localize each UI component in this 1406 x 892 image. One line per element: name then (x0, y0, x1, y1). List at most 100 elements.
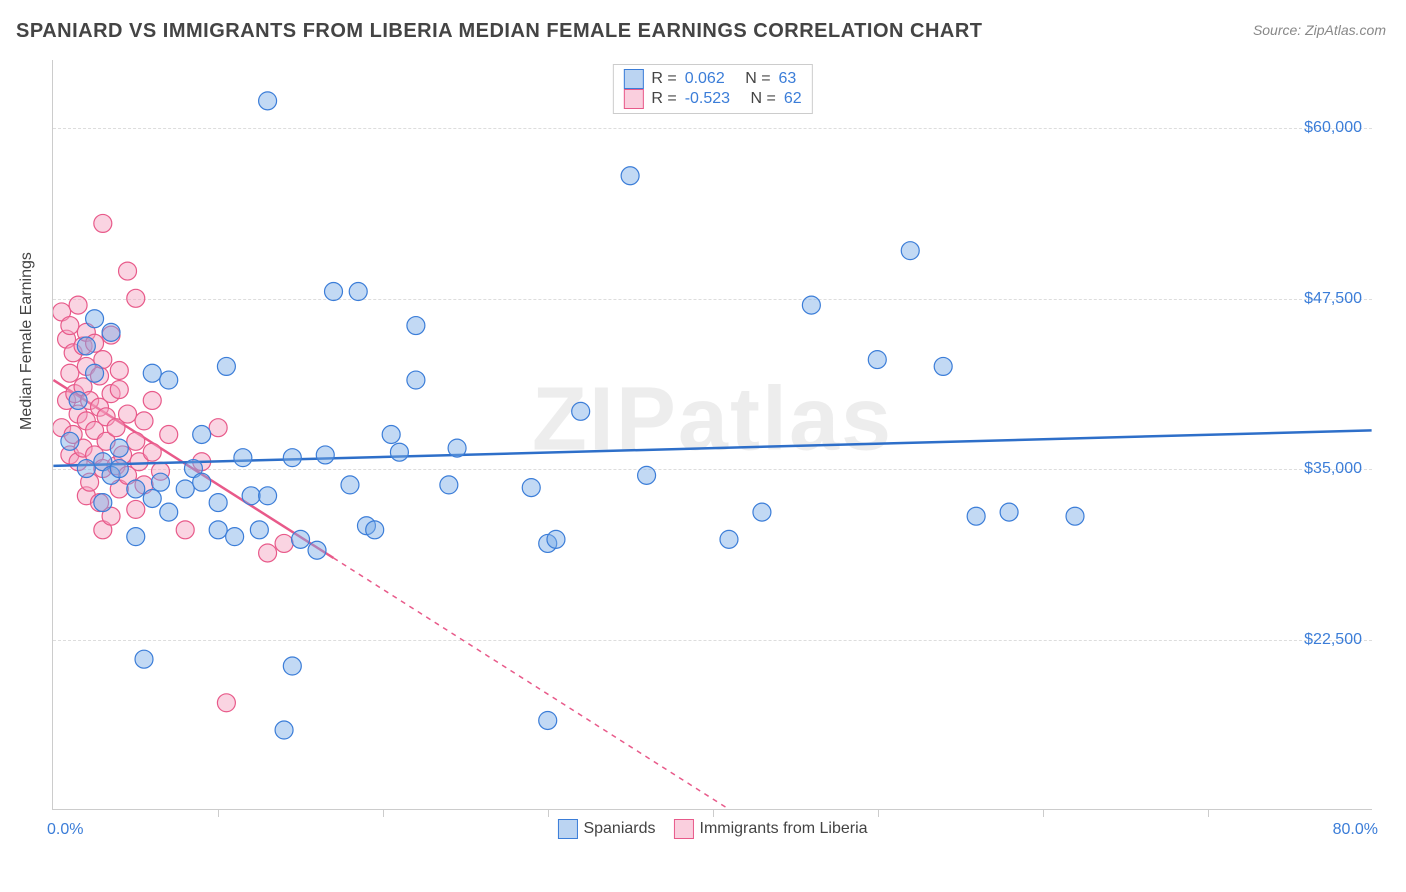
legend-row-series-1: R = -0.523 N = 62 (623, 89, 801, 109)
data-point (217, 357, 235, 375)
data-point (440, 476, 458, 494)
data-point (69, 391, 87, 409)
n-value-1: 62 (784, 90, 802, 108)
legend-swatch-pink (674, 819, 694, 839)
data-point (1000, 503, 1018, 521)
data-point (209, 419, 227, 437)
r-value-1: -0.523 (685, 90, 730, 108)
data-point (209, 494, 227, 512)
data-point (127, 528, 145, 546)
n-label: N = (745, 70, 770, 88)
data-point (720, 530, 738, 548)
x-tick (1043, 809, 1044, 817)
legend-swatch-blue (557, 819, 577, 839)
data-point (539, 711, 557, 729)
data-point (209, 521, 227, 539)
data-point (448, 439, 466, 457)
data-point (135, 650, 153, 668)
legend-row-series-0: R = 0.062 N = 63 (623, 69, 801, 89)
data-point (127, 480, 145, 498)
legend-label-0: Spaniards (583, 820, 655, 838)
legend-item-spaniards: Spaniards (557, 819, 655, 839)
data-point (522, 479, 540, 497)
r-value-0: 0.062 (685, 70, 725, 88)
data-point (547, 530, 565, 548)
data-point (77, 460, 95, 478)
data-point (967, 507, 985, 525)
data-point (193, 426, 211, 444)
correlation-legend: R = 0.062 N = 63 R = -0.523 N = 62 (612, 64, 812, 114)
data-point (226, 528, 244, 546)
x-tick (383, 809, 384, 817)
data-point (110, 362, 128, 380)
data-point (86, 310, 104, 328)
data-point (572, 402, 590, 420)
data-point (638, 466, 656, 484)
data-point (234, 449, 252, 467)
data-point (151, 473, 169, 491)
r-label: R = (651, 70, 676, 88)
x-axis-min-label: 0.0% (47, 821, 83, 839)
data-point (390, 443, 408, 461)
data-point (283, 449, 301, 467)
data-point (143, 443, 161, 461)
data-point (325, 283, 343, 301)
data-point (110, 460, 128, 478)
data-point (61, 317, 79, 335)
data-point (94, 494, 112, 512)
source-attribution: Source: ZipAtlas.com (1253, 22, 1386, 38)
data-point (407, 371, 425, 389)
data-point (753, 503, 771, 521)
data-point (341, 476, 359, 494)
n-label: N = (751, 90, 776, 108)
data-point (119, 262, 137, 280)
data-point (934, 357, 952, 375)
data-point (176, 521, 194, 539)
data-point (127, 432, 145, 450)
data-point (868, 351, 886, 369)
data-point (259, 92, 277, 110)
data-point (259, 544, 277, 562)
legend-label-1: Immigrants from Liberia (700, 820, 868, 838)
data-point (110, 439, 128, 457)
data-point (160, 371, 178, 389)
legend-swatch-blue (623, 69, 643, 89)
data-point (250, 521, 268, 539)
x-axis-max-label: 80.0% (1333, 821, 1378, 839)
data-point (1066, 507, 1084, 525)
data-point (135, 412, 153, 430)
data-point (127, 289, 145, 307)
chart-plot-area: ZIPatlas R = 0.062 N = 63 R = -0.523 N =… (52, 60, 1372, 810)
x-tick (218, 809, 219, 817)
data-point (217, 694, 235, 712)
data-point (143, 391, 161, 409)
x-tick (713, 809, 714, 817)
data-point (621, 167, 639, 185)
data-point (143, 490, 161, 508)
data-point (292, 530, 310, 548)
data-point (61, 364, 79, 382)
trend-line-dashed (334, 558, 729, 809)
data-point (242, 487, 260, 505)
legend-item-liberia: Immigrants from Liberia (674, 819, 868, 839)
x-tick (878, 809, 879, 817)
data-point (86, 364, 104, 382)
x-tick (1208, 809, 1209, 817)
data-point (102, 323, 120, 341)
r-label: R = (651, 90, 676, 108)
data-point (143, 364, 161, 382)
data-point (382, 426, 400, 444)
data-point (94, 214, 112, 232)
data-point (110, 381, 128, 399)
chart-title: SPANIARD VS IMMIGRANTS FROM LIBERIA MEDI… (16, 20, 983, 43)
data-point (802, 296, 820, 314)
data-point (127, 500, 145, 518)
data-point (160, 503, 178, 521)
x-tick (548, 809, 549, 817)
data-point (316, 446, 334, 464)
series-legend: Spaniards Immigrants from Liberia (557, 819, 867, 839)
data-point (275, 721, 293, 739)
data-point (193, 473, 211, 491)
data-point (308, 541, 326, 559)
data-point (176, 480, 194, 498)
